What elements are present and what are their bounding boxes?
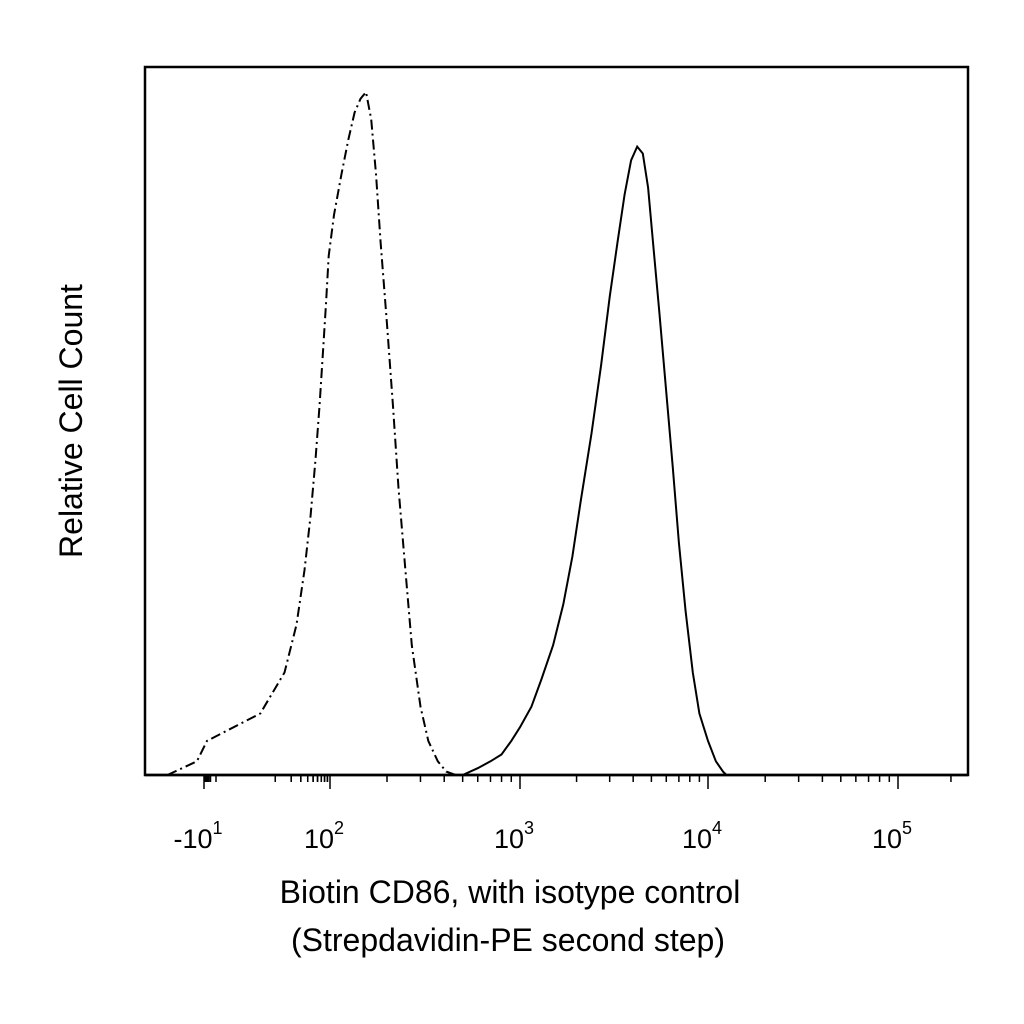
x-axis-tick-labels: -101 102 103 104 105 [173,818,912,854]
x-tick-label: 105 [872,818,912,854]
x-tick-label: -101 [173,818,222,854]
x-tick-label: 104 [682,818,722,854]
data-series [145,89,968,777]
cd86-stain-line [462,144,728,776]
x-tick-label: 102 [304,818,344,854]
x-axis-ticks [203,775,952,789]
x-tick-label: 103 [494,818,534,854]
x-axis-title-line2: (Strepdavidin-PE second step) [291,922,725,958]
y-axis-title: Relative Cell Count [53,284,89,558]
isotype-control-line [167,89,457,776]
plot-frame [143,65,970,777]
x-axis-title: Biotin CD86, with isotype control [280,874,741,910]
